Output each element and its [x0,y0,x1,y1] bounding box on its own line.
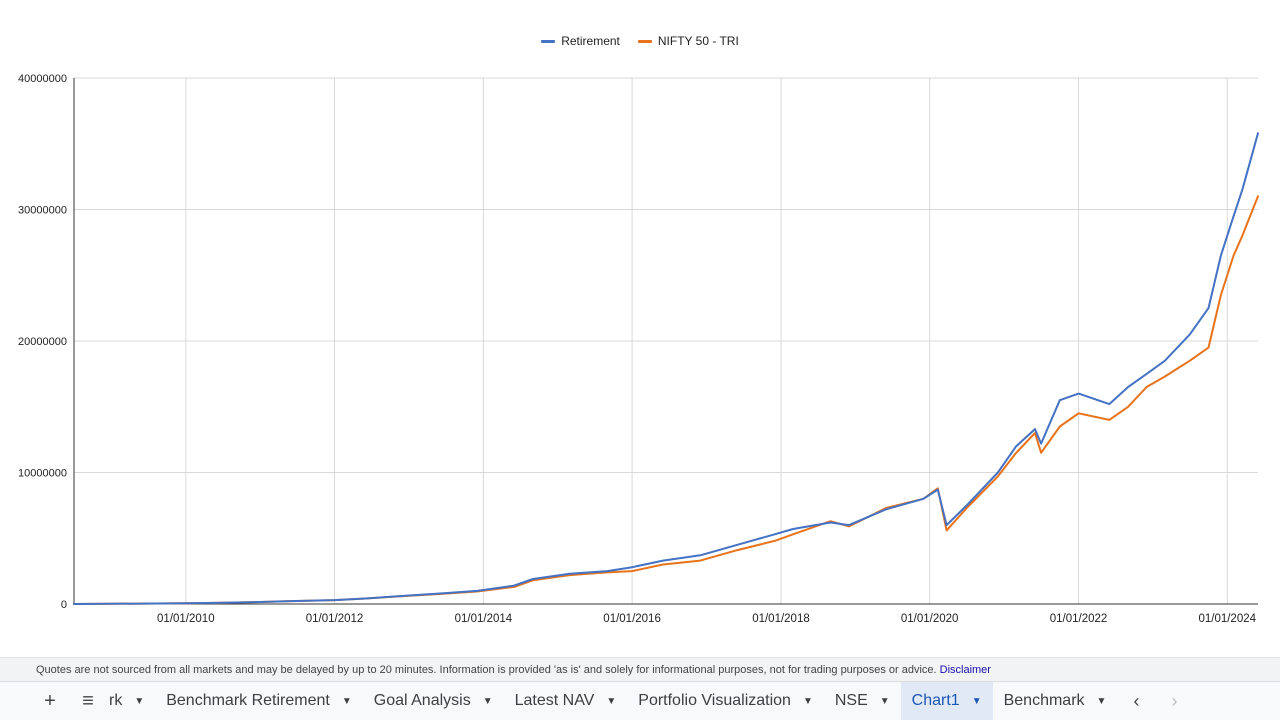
chart-legend: Retirement NIFTY 50 - TRI [0,34,1280,48]
legend-swatch-retirement [541,39,556,43]
sheet-tab-label: NSE [834,692,868,709]
chevron-left-icon: ‹ [1133,690,1140,711]
x-axis-tick-labels: 01/01/2010 01/01/2012 01/01/2014 01/01/2016… [157,613,1257,625]
x-tick-label: 01/01/2024 [1198,613,1256,625]
x-tick-label: 01/01/2022 [1050,613,1108,625]
scroll-tabs-left-button[interactable]: ‹ [1117,682,1155,720]
axes [73,78,1258,605]
caret-down-icon[interactable]: ▼ [482,695,493,707]
x-tick-label: 01/01/2018 [752,613,810,625]
sheet-tab-benchmark[interactable]: Benchmark ▼ [993,682,1118,720]
sheet-tab-nse[interactable]: NSE ▼ [824,682,901,720]
sheet-tab-label: Benchmark [1003,692,1085,709]
y-tick-label: 30000000 [18,205,67,217]
scroll-tabs-right-button[interactable]: › [1155,682,1193,720]
plus-icon: + [44,689,56,712]
caret-down-icon[interactable]: ▼ [1096,695,1107,707]
caret-down-icon[interactable]: ▼ [802,695,813,707]
line-chart[interactable]: 0 10000000 20000000 30000000 40000000 01/01/… [0,0,1280,657]
caret-down-icon[interactable]: ▼ [341,695,352,707]
add-sheet-button[interactable]: + [31,682,69,720]
sheet-tab-bar: + ≡ rk ▼ Benchmark Retirement ▼ Goal Analysi… [0,681,1280,720]
sheet-tab-benchmark-retirement[interactable]: Benchmark Retirement ▼ [155,682,363,720]
caret-down-icon[interactable]: ▼ [971,695,982,707]
quotes-disclaimer-bar: Quotes are not sourced from all markets … [0,657,1280,681]
grid-lines [74,77,1258,604]
sheet-tabs: rk ▼ Benchmark Retirement ▼ Goal Analysis ▼ La… [107,682,1117,720]
sheet-tab-label: rk [109,692,123,709]
legend-label-retirement: Retirement [561,34,620,48]
x-tick-label: 01/01/2012 [306,613,364,625]
series-lines [73,132,1259,605]
sheet-tab-portfolio-visualization[interactable]: Portfolio Visualization ▼ [627,682,824,720]
caret-down-icon[interactable]: ▼ [134,695,145,707]
series-line-nifty-50-tri[interactable] [73,195,1259,605]
chart-area: 0 10000000 20000000 30000000 40000000 01/01/… [0,0,1280,657]
sheet-tab-label: Benchmark Retirement [166,692,330,709]
legend-swatch-nifty [637,39,652,43]
x-tick-label: 01/01/2014 [455,613,513,625]
y-tick-label: 0 [61,599,67,611]
sheet-tab-rk[interactable]: rk ▼ [107,682,155,720]
legend-item-retirement[interactable]: Retirement [541,34,620,48]
sheet-tab-goal-analysis[interactable]: Goal Analysis ▼ [363,682,504,720]
y-tick-label: 10000000 [18,468,67,480]
menu-icon: ≡ [82,689,94,712]
caret-down-icon[interactable]: ▼ [879,695,890,707]
all-sheets-button[interactable]: ≡ [69,682,107,720]
chevron-right-icon: › [1171,690,1178,711]
sheet-tab-label: Goal Analysis [373,692,471,709]
legend-item-nifty[interactable]: NIFTY 50 - TRI [637,34,739,48]
x-tick-label: 01/01/2016 [603,613,661,625]
series-line-retirement[interactable] [73,132,1259,605]
sheet-tab-chart1[interactable]: Chart1 ▼ [900,682,993,720]
disclaimer-link[interactable]: Disclaimer [939,664,991,676]
disclaimer-text: Quotes are not sourced from all markets … [36,664,937,676]
sheet-tab-label: Chart1 [911,692,960,709]
y-tick-label: 20000000 [18,336,67,348]
caret-down-icon[interactable]: ▼ [606,695,617,707]
y-axis-tick-labels: 0 10000000 20000000 30000000 40000000 [18,73,67,611]
sheet-tab-latest-nav[interactable]: Latest NAV ▼ [504,682,628,720]
sheet-tab-label: Portfolio Visualization [638,692,791,709]
x-tick-label: 01/01/2020 [901,613,959,625]
x-tick-label: 01/01/2010 [157,613,215,625]
y-tick-label: 40000000 [18,73,67,85]
sheet-tab-label: Latest NAV [514,692,595,709]
legend-label-nifty: NIFTY 50 - TRI [657,34,739,48]
